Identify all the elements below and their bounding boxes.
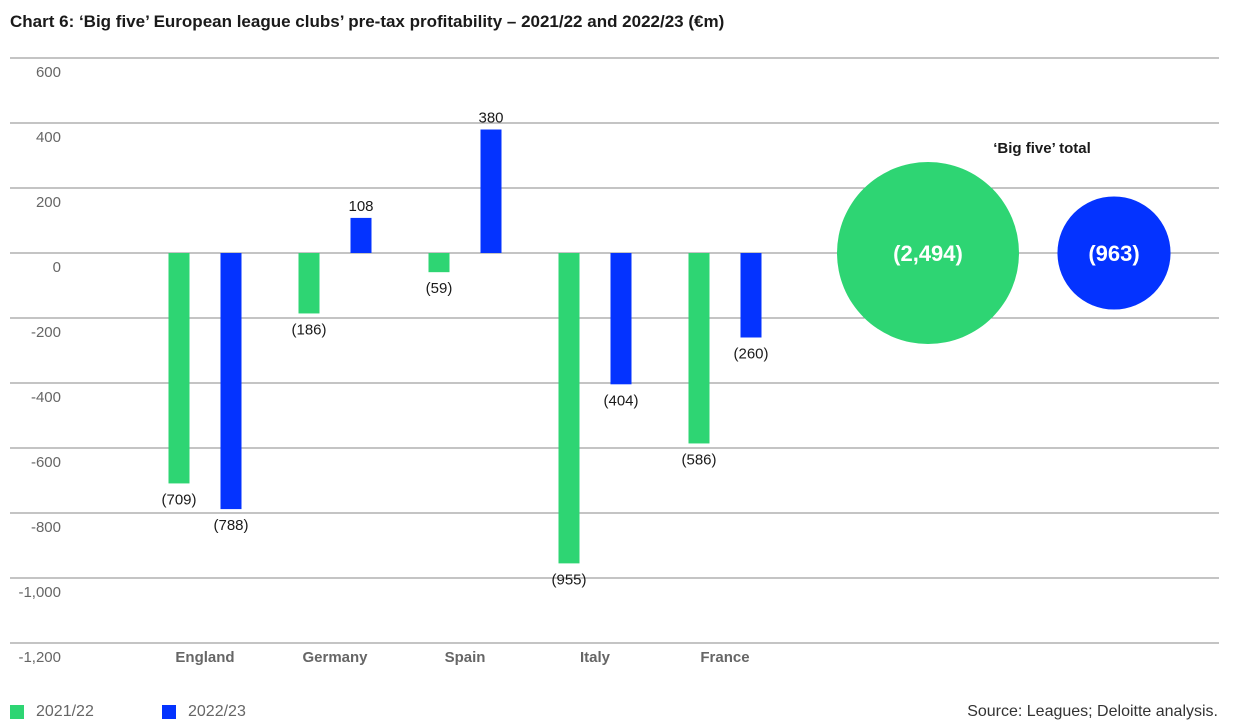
bar-france-2021-22 bbox=[688, 253, 710, 444]
data-label: (788) bbox=[213, 517, 248, 534]
data-label: (260) bbox=[733, 346, 768, 363]
legend-label: 2022/23 bbox=[188, 703, 246, 720]
legend: 2021/22 2022/23 bbox=[10, 703, 314, 721]
legend-item-2022-23: 2022/23 bbox=[162, 703, 314, 721]
y-tick-label: 0 bbox=[53, 259, 61, 276]
legend-item-2021-22: 2021/22 bbox=[10, 703, 162, 721]
data-label: 380 bbox=[478, 110, 503, 127]
bar-england-2022-23 bbox=[220, 253, 242, 510]
bar-germany-2021-22 bbox=[298, 253, 320, 314]
x-category-label: Italy bbox=[580, 649, 611, 666]
x-axis-categories: England Germany Spain Italy France bbox=[175, 649, 749, 666]
bars bbox=[168, 129, 762, 564]
data-label: 108 bbox=[348, 198, 373, 215]
y-axis-ticks: 600 400 200 0 -200 -400 -600 -800 -1,000 -1,200 bbox=[18, 64, 61, 666]
bar-italy-2022-23 bbox=[610, 253, 632, 385]
chart-title: Chart 6: ‘Big five’ European league club… bbox=[10, 12, 725, 31]
data-label: (404) bbox=[603, 392, 638, 409]
legend-swatch-2021-22 bbox=[10, 705, 24, 719]
y-tick-label: -400 bbox=[31, 389, 61, 406]
y-tick-label: -1,000 bbox=[18, 584, 61, 601]
bar-france-2022-23 bbox=[740, 253, 762, 338]
chart-canvas: 600 400 200 0 -200 -400 -600 -800 -1,000 -1,200 (… bbox=[10, 57, 1219, 666]
total-bubble-label: (963) bbox=[1088, 241, 1139, 266]
y-tick-label: -1,200 bbox=[18, 649, 61, 666]
x-category-label: France bbox=[700, 649, 749, 666]
x-category-label: Germany bbox=[302, 649, 368, 666]
totals-title: ‘Big five’ total bbox=[993, 140, 1091, 157]
data-label: (955) bbox=[551, 571, 586, 588]
bar-spain-2021-22 bbox=[428, 253, 450, 273]
source-note: Source: Leagues; Deloitte analysis. bbox=[967, 703, 1218, 720]
y-tick-label: 400 bbox=[36, 129, 61, 146]
x-category-label: England bbox=[175, 649, 234, 666]
legend-label: 2021/22 bbox=[36, 703, 94, 720]
data-labels: (709) (186) (59) (955) (586) (788) 108 380 (404)… bbox=[161, 110, 768, 589]
data-label: (586) bbox=[681, 451, 716, 468]
bar-spain-2022-23 bbox=[480, 129, 502, 253]
bar-germany-2022-23 bbox=[350, 217, 372, 253]
total-bubble-2022-23 bbox=[1057, 196, 1171, 310]
data-label: (709) bbox=[161, 491, 196, 508]
total-bubble-2021-22 bbox=[837, 162, 1019, 344]
y-tick-label: -200 bbox=[31, 324, 61, 341]
total-bubble-label: (2,494) bbox=[893, 241, 963, 266]
y-tick-label: 600 bbox=[36, 64, 61, 81]
y-tick-label: -800 bbox=[31, 519, 61, 536]
y-tick-label: -600 bbox=[31, 454, 61, 471]
y-tick-label: 200 bbox=[36, 194, 61, 211]
x-category-label: Spain bbox=[445, 649, 486, 666]
bar-england-2021-22 bbox=[168, 253, 190, 484]
data-label: (59) bbox=[426, 280, 453, 297]
legend-swatch-2022-23 bbox=[162, 705, 176, 719]
bar-italy-2021-22 bbox=[558, 253, 580, 564]
big-five-totals: (2,494) (963) ‘Big five’ total bbox=[837, 140, 1171, 344]
data-label: (186) bbox=[291, 321, 326, 338]
